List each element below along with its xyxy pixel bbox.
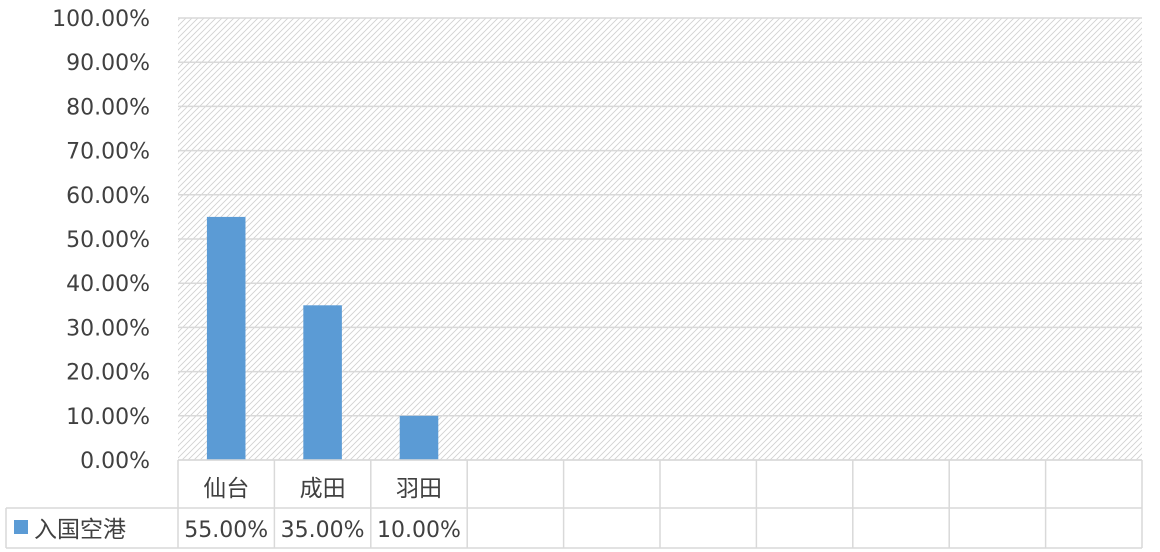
y-tick-label: 70.00% <box>66 140 150 165</box>
data-label: 35.00% <box>281 518 365 543</box>
bars <box>206 216 439 460</box>
y-tick-label: 10.00% <box>66 405 150 430</box>
y-tick-label: 100.00% <box>52 7 150 32</box>
bar <box>303 305 342 460</box>
legend-series-name: 入国空港 <box>34 517 126 543</box>
x-category-label: 仙台 <box>203 476 249 502</box>
y-tick-label: 20.00% <box>66 361 150 386</box>
y-axis: 0.00% 10.00% 20.00% 30.00% 40.00% 50.00% 60.00… <box>52 7 150 474</box>
y-tick-label: 60.00% <box>66 184 150 209</box>
data-label: 10.00% <box>377 518 461 543</box>
legend-key <box>14 520 28 534</box>
y-tick-label: 30.00% <box>66 316 150 341</box>
data-label: 55.00% <box>184 518 268 543</box>
y-tick-label: 90.00% <box>66 51 150 76</box>
y-tick-label: 50.00% <box>66 228 150 253</box>
bar <box>206 216 246 460</box>
y-tick-label: 40.00% <box>66 272 150 297</box>
y-tick-label: 80.00% <box>66 95 150 120</box>
bar <box>399 415 439 460</box>
y-tick-label: 0.00% <box>80 449 150 474</box>
x-category-label: 成田 <box>300 476 346 502</box>
x-category-label: 羽田 <box>396 476 442 502</box>
